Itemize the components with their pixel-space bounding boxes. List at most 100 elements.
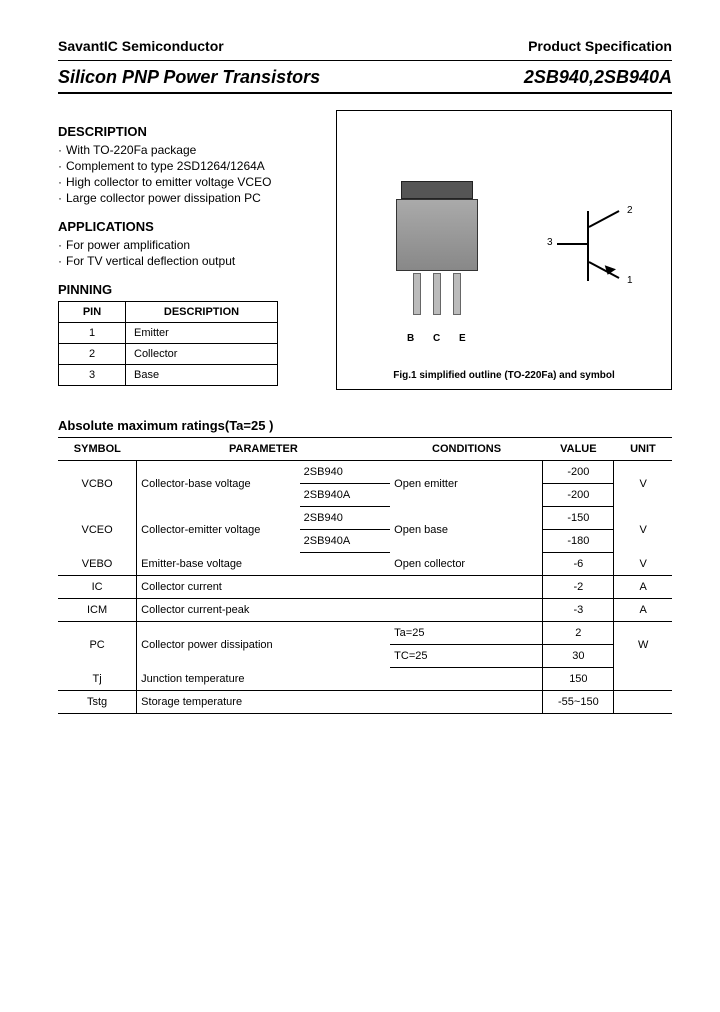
value-cell: -150 — [543, 507, 614, 530]
value-cell: 2 — [543, 622, 614, 645]
col-value: VALUE — [543, 438, 614, 461]
desc-item: With TO-220Fa package — [58, 143, 318, 157]
table-row: VCBO Collector-base voltage 2SB940 Open … — [58, 461, 672, 484]
symbol-cell: ICM — [58, 599, 137, 622]
datasheet-page: SavantIC Semiconductor Product Specifica… — [0, 0, 720, 1012]
subpart: 2SB940 — [300, 461, 391, 484]
description-list: With TO-220Fa package Complement to type… — [58, 143, 318, 205]
table-row: VCEO Collector-emitter voltage 2SB940 Op… — [58, 507, 672, 530]
pin-num: 3 — [59, 365, 126, 386]
table-row: 3 Base — [59, 365, 278, 386]
unit-cell: V — [614, 461, 672, 507]
divider — [58, 60, 672, 61]
desc-item: Complement to type 2SD1264/1264A — [58, 159, 318, 173]
symbol-cell: Tstg — [58, 691, 137, 714]
param-cell: Junction temperature — [137, 668, 391, 691]
applications-list: For power amplification For TV vertical … — [58, 238, 318, 268]
col-desc: DESCRIPTION — [126, 302, 278, 323]
col-conditions: CONDITIONS — [390, 438, 543, 461]
table-row: IC Collector current -2 A — [58, 576, 672, 599]
param-cell: Collector-emitter voltage — [137, 507, 300, 553]
unit-cell: W — [614, 622, 672, 668]
pin-desc: Emitter — [126, 323, 278, 344]
param-cell: Collector power dissipation — [137, 622, 391, 668]
cond-cell — [390, 576, 543, 599]
figure-caption: Fig.1 simplified outline (TO-220Fa) and … — [337, 370, 671, 381]
subpart: 2SB940 — [300, 507, 391, 530]
table-row: PC Collector power dissipation Ta=25 2 W — [58, 622, 672, 645]
figure-box: B C E 2 3 1 Fig.1 simplified outline (TO… — [336, 110, 672, 390]
param-cell: Collector current-peak — [137, 599, 391, 622]
ratings-heading: Absolute maximum ratings(Ta=25 ) — [58, 418, 672, 433]
col-symbol: SYMBOL — [58, 438, 137, 461]
value-cell: -200 — [543, 461, 614, 484]
ratings-table: SYMBOL PARAMETER CONDITIONS VALUE UNIT V… — [58, 437, 672, 714]
col-unit: UNIT — [614, 438, 672, 461]
description-heading: DESCRIPTION — [58, 124, 318, 139]
value-cell: 30 — [543, 645, 614, 668]
col-parameter: PARAMETER — [137, 438, 391, 461]
param-cell: Emitter-base voltage — [137, 553, 391, 576]
unit-cell: V — [614, 553, 672, 576]
cond-cell: Open emitter — [390, 461, 543, 507]
value-cell: -3 — [543, 599, 614, 622]
unit-cell: A — [614, 599, 672, 622]
doc-type: Product Specification — [528, 38, 672, 54]
value-cell: -6 — [543, 553, 614, 576]
table-header-row: PIN DESCRIPTION — [59, 302, 278, 323]
part-numbers: 2SB940,2SB940A — [524, 67, 672, 88]
pinning-table: PIN DESCRIPTION 1 Emitter 2 Collector 3 … — [58, 301, 278, 386]
applications-heading: APPLICATIONS — [58, 219, 318, 234]
table-row: Tj Junction temperature 150 — [58, 668, 672, 691]
col-pin: PIN — [59, 302, 126, 323]
cond-cell: Ta=25 — [390, 622, 543, 645]
left-column: DESCRIPTION With TO-220Fa package Comple… — [58, 110, 318, 386]
symbol-cell: PC — [58, 622, 137, 668]
table-header-row: SYMBOL PARAMETER CONDITIONS VALUE UNIT — [58, 438, 672, 461]
pin-num: 2 — [59, 344, 126, 365]
pin-num: 1 — [59, 323, 126, 344]
subpart: 2SB940A — [300, 484, 391, 507]
company-name: SavantIC Semiconductor — [58, 38, 224, 54]
pinning-heading: PINNING — [58, 282, 318, 297]
cond-cell — [390, 691, 543, 714]
symbol-cell: VEBO — [58, 553, 137, 576]
value-cell: -55~150 — [543, 691, 614, 714]
pin-label: 2 — [627, 205, 633, 216]
unit-cell: V — [614, 507, 672, 553]
value-cell: -200 — [543, 484, 614, 507]
product-family: Silicon PNP Power Transistors — [58, 67, 320, 88]
param-cell: Collector current — [137, 576, 391, 599]
subpart: 2SB940A — [300, 530, 391, 553]
value-cell: -180 — [543, 530, 614, 553]
symbol-cell: VCBO — [58, 461, 137, 507]
symbol-cell: IC — [58, 576, 137, 599]
value-cell: -2 — [543, 576, 614, 599]
symbol-cell: Tj — [58, 668, 137, 691]
desc-item: Large collector power dissipation PC — [58, 191, 318, 205]
table-row: ICM Collector current-peak -3 A — [58, 599, 672, 622]
package-outline-icon — [397, 181, 477, 321]
cond-cell: TC=25 — [390, 645, 543, 668]
divider-thick — [58, 92, 672, 94]
symbol-cell: VCEO — [58, 507, 137, 553]
header-row: SavantIC Semiconductor Product Specifica… — [58, 38, 672, 54]
app-item: For power amplification — [58, 238, 318, 252]
table-row: Tstg Storage temperature -55~150 — [58, 691, 672, 714]
desc-item: High collector to emitter voltage VCEO — [58, 175, 318, 189]
app-item: For TV vertical deflection output — [58, 254, 318, 268]
transistor-symbol-icon: 2 3 1 — [557, 211, 647, 291]
pin-desc: Collector — [126, 344, 278, 365]
cond-cell: Open base — [390, 507, 543, 553]
unit-cell — [614, 668, 672, 691]
value-cell: 150 — [543, 668, 614, 691]
lead-labels: B C E — [407, 333, 474, 344]
unit-cell — [614, 691, 672, 714]
pin-desc: Base — [126, 365, 278, 386]
param-cell: Collector-base voltage — [137, 461, 300, 507]
cond-cell — [390, 599, 543, 622]
cond-cell: Open collector — [390, 553, 543, 576]
param-cell: Storage temperature — [137, 691, 391, 714]
cond-cell — [390, 668, 543, 691]
unit-cell: A — [614, 576, 672, 599]
